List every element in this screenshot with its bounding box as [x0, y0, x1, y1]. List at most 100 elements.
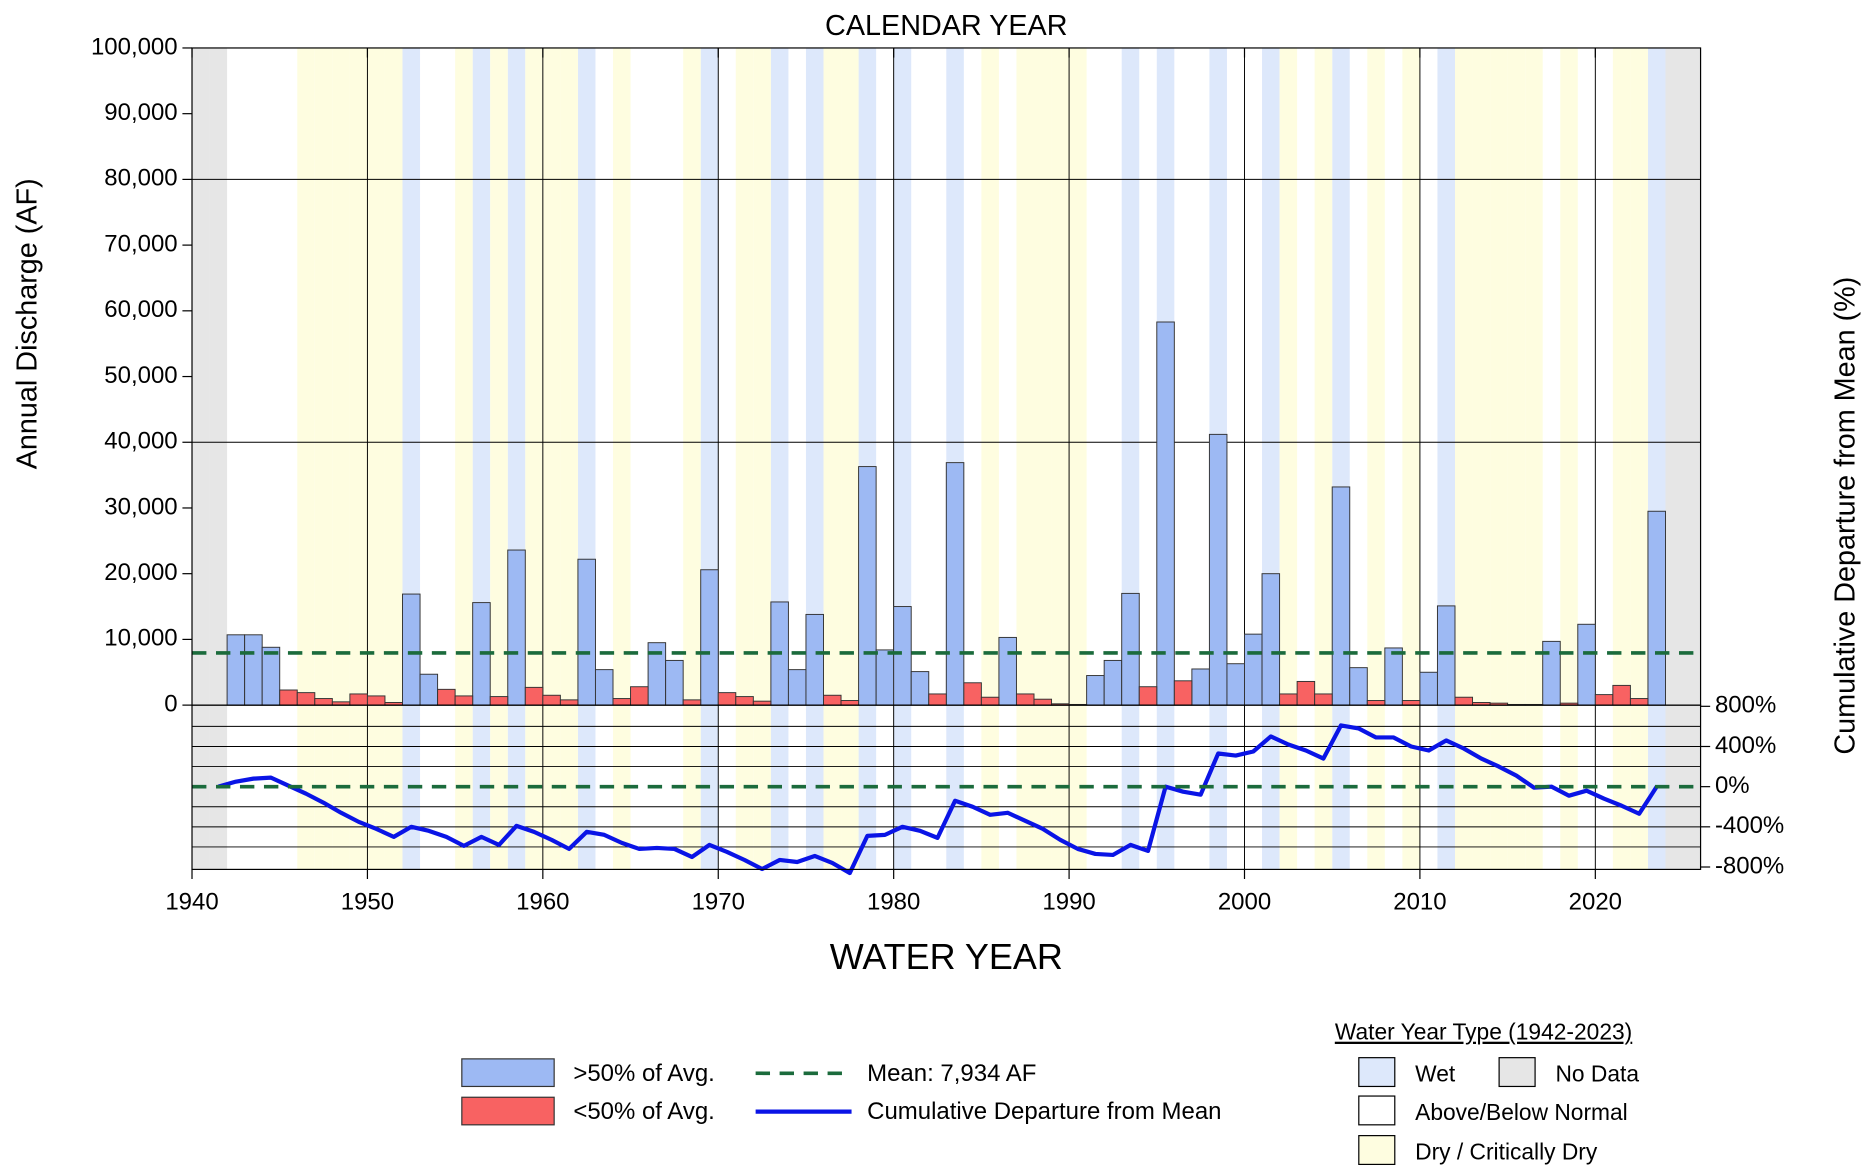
bar	[1244, 633, 1263, 706]
legend-swatch	[1358, 1057, 1396, 1088]
bar	[1033, 698, 1053, 706]
year-type-band	[1051, 47, 1070, 870]
legend-swatch	[1498, 1057, 1536, 1088]
year-type-band	[490, 47, 508, 870]
bar	[489, 696, 509, 706]
bar	[1577, 623, 1596, 706]
y-tick-label: 20,000	[104, 559, 177, 586]
bar	[998, 636, 1017, 706]
year-type-band	[1560, 47, 1578, 870]
top-axis-title: CALENDAR YEAR	[825, 10, 1067, 42]
bar	[1296, 680, 1316, 706]
bar	[1401, 700, 1421, 706]
bar	[682, 699, 702, 706]
bar	[980, 696, 1000, 706]
bar	[1103, 659, 1123, 706]
bar	[1384, 647, 1403, 706]
year-type-band	[823, 47, 842, 870]
bar	[928, 693, 947, 706]
bar	[524, 686, 544, 706]
bar	[1454, 696, 1474, 706]
bar	[507, 549, 526, 706]
y-tick-label: 40,000	[104, 428, 177, 455]
x-tick-label: 1970	[692, 888, 745, 915]
year-type-band	[525, 47, 543, 870]
y-tick-label: 100,000	[91, 33, 178, 60]
y-axis-title: Annual Discharge (AF)	[12, 178, 44, 469]
year-type-band	[1279, 47, 1298, 870]
year-type-band	[367, 47, 385, 870]
year-type-band	[1016, 47, 1034, 870]
bar	[1419, 671, 1438, 706]
bar	[594, 669, 614, 706]
x-tick-label: 1950	[341, 888, 394, 915]
y2-tick-label: 800%	[1715, 692, 1776, 719]
bar	[1542, 640, 1561, 706]
bar	[244, 634, 263, 706]
year-type-band	[455, 47, 473, 870]
bar	[437, 688, 456, 706]
bar	[612, 698, 632, 706]
y2-tick-label: -400%	[1715, 812, 1784, 839]
y-tick-label: 90,000	[104, 99, 177, 126]
x-tick-label: 1960	[516, 888, 569, 915]
x-tick-label: 2000	[1218, 888, 1271, 915]
legend-label: <50% of Avg.	[573, 1098, 714, 1125]
bar	[1173, 680, 1193, 706]
bar	[1156, 321, 1175, 706]
bar	[840, 700, 860, 706]
bar	[1647, 510, 1666, 706]
x-axis-title: WATER YEAR	[830, 936, 1063, 977]
bar	[1279, 693, 1298, 706]
year-type-band	[753, 47, 771, 870]
bar	[314, 698, 333, 706]
bar	[296, 692, 316, 706]
bar	[1015, 693, 1035, 706]
legend-label: No Data	[1555, 1061, 1639, 1087]
year-type-band	[332, 47, 350, 870]
bar	[735, 696, 754, 706]
bar	[1314, 693, 1333, 706]
legend-swatch	[461, 1058, 555, 1088]
bar	[823, 694, 842, 706]
year-type-band	[1034, 47, 1052, 870]
year-type-band	[735, 47, 754, 870]
bar	[1436, 605, 1456, 706]
year-type-band	[542, 47, 561, 870]
bar	[1191, 668, 1210, 706]
y2-tick-label: -800%	[1715, 852, 1784, 879]
year-type-band	[1069, 47, 1087, 870]
year-type-band	[1525, 47, 1543, 870]
year-type-band	[1507, 47, 1526, 870]
year-type-band	[209, 47, 228, 870]
x-tick-label: 1990	[1042, 888, 1095, 915]
bar	[630, 686, 649, 706]
year-type-band	[683, 47, 701, 870]
bar	[717, 692, 737, 706]
bar	[875, 649, 895, 706]
year-type-band	[981, 47, 999, 870]
year-type-band	[1367, 47, 1385, 870]
year-type-band	[1454, 47, 1473, 870]
bar	[559, 699, 579, 706]
bands	[191, 47, 1701, 870]
bar	[349, 693, 368, 706]
year-type-band	[192, 47, 210, 870]
y-tick-label: 0	[164, 690, 177, 717]
bar	[577, 558, 596, 706]
bar	[1261, 573, 1281, 706]
year-type-band	[841, 47, 859, 870]
year-type-band	[349, 47, 368, 870]
bar	[945, 462, 965, 706]
y-tick-label: 70,000	[104, 230, 177, 257]
cumulative-line	[217, 723, 1659, 876]
legend-swatch	[1358, 1135, 1396, 1166]
year-type-band	[1665, 47, 1684, 870]
year-type-band	[314, 47, 333, 870]
legend-swatch	[1358, 1095, 1396, 1126]
year-type-band	[384, 47, 403, 870]
bar	[805, 613, 824, 706]
bar	[454, 695, 474, 706]
legend-label: Above/Below Normal	[1415, 1099, 1628, 1125]
